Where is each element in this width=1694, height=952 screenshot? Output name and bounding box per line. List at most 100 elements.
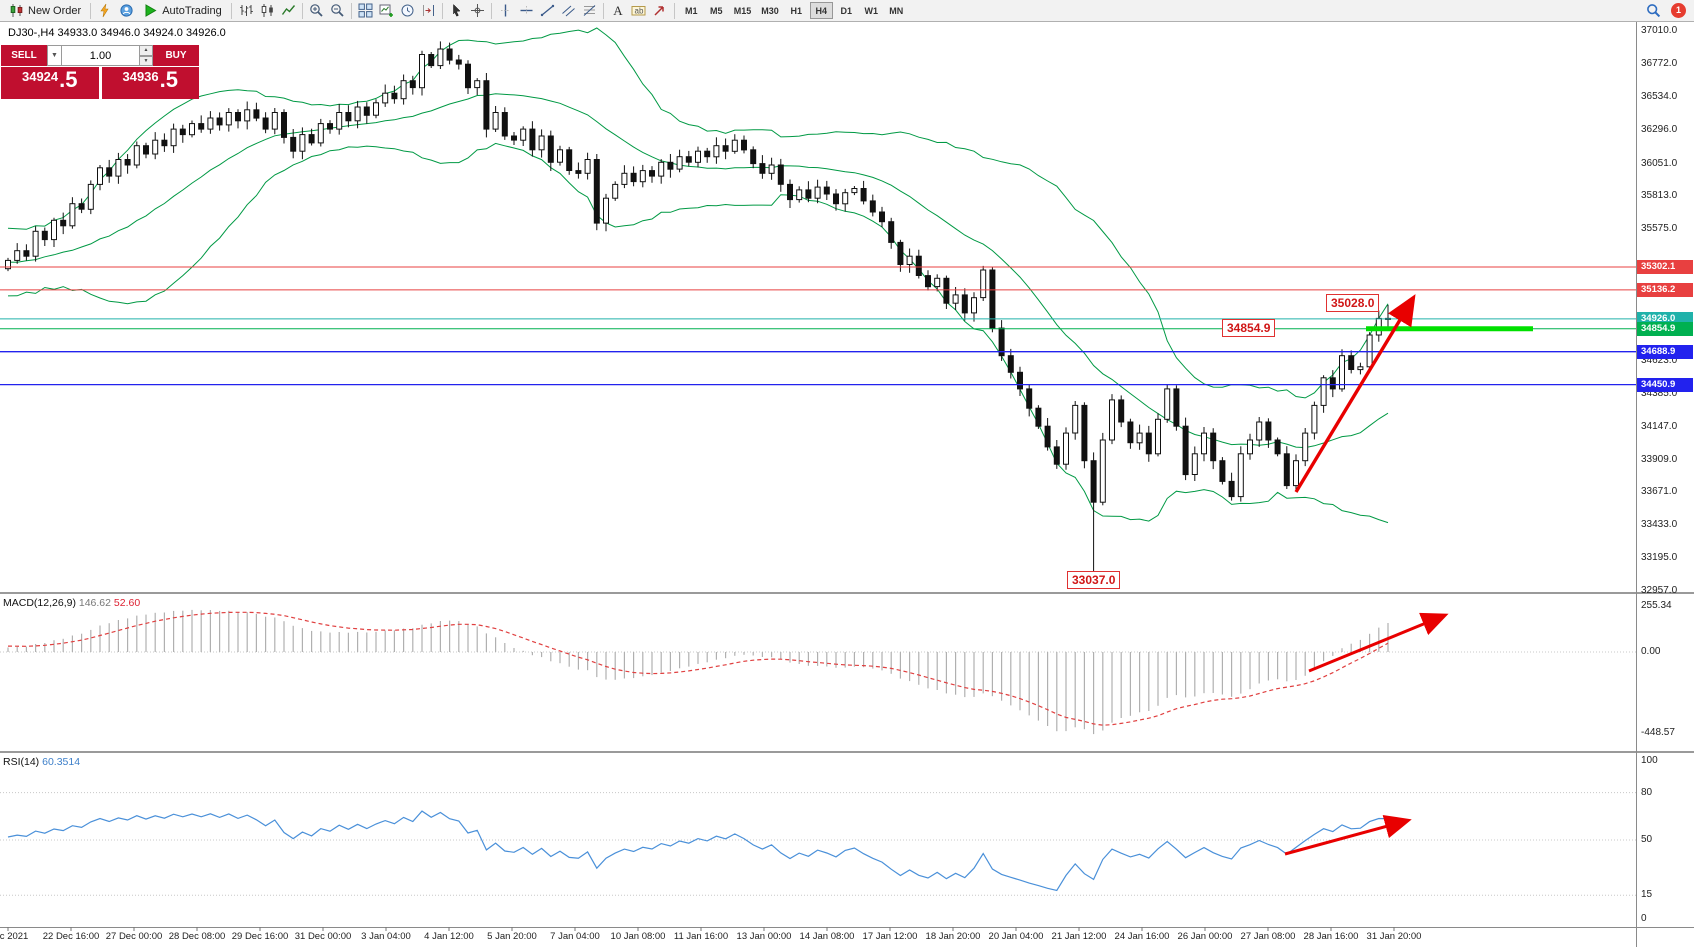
autotrading-label: AutoTrading (162, 4, 222, 17)
profiles-button[interactable] (116, 1, 137, 21)
macd-name: MACD(12,26,9) (3, 597, 76, 609)
new-order-button[interactable]: New Order (4, 1, 86, 21)
macd-indicator-label: MACD(12,26,9) 146.62 52.60 (3, 597, 140, 609)
trend-arrow[interactable] (1294, 294, 1416, 493)
bar-chart-button[interactable] (236, 1, 257, 21)
toolbar-separator (90, 2, 92, 19)
timeframe-H4-button[interactable]: H4 (809, 2, 833, 19)
arrow-shapes-icon (652, 3, 667, 18)
text-label-icon: ab (631, 3, 646, 18)
profiles-icon (119, 3, 134, 18)
lightning-button[interactable] (95, 1, 116, 21)
auto-scroll-button[interactable] (397, 1, 418, 21)
new-chart-icon (379, 3, 394, 18)
candle-chart-icon (260, 3, 275, 18)
line-chart-button[interactable] (278, 1, 299, 21)
zoom-out-icon (330, 3, 345, 18)
cursor-icon (449, 3, 464, 18)
chart-shift-button[interactable] (418, 1, 439, 21)
rsi-line (7, 810, 1389, 892)
rsi-indicator-label: RSI(14) 60.3514 (3, 756, 80, 768)
timeframe-W1-button[interactable]: W1 (860, 2, 883, 19)
macd-signal-line (7, 611, 1389, 726)
candles (5, 41, 1391, 580)
macd-histogram (7, 609, 1389, 735)
timeframe-M30-button[interactable]: M30 (757, 2, 783, 19)
fibonacci-button[interactable] (579, 1, 600, 21)
autotrading-play-icon (143, 3, 158, 18)
svg-text:ab: ab (634, 7, 643, 16)
sell-price-panel[interactable]: 34924 .5 (1, 67, 99, 99)
horizontal-line-button[interactable] (516, 1, 537, 21)
macd-main-value: 146.62 (78, 597, 111, 609)
new-order-icon (9, 3, 24, 18)
timeframe-D1-button[interactable]: D1 (835, 2, 858, 19)
panel-divider[interactable] (0, 751, 1694, 753)
zoom-in-button[interactable] (306, 1, 327, 21)
candle-chart-button[interactable] (257, 1, 278, 21)
horizontal-line-icon (519, 3, 534, 18)
bar-chart-icon (239, 3, 254, 18)
equidistant-channel-button[interactable] (558, 1, 579, 21)
trend-line-button[interactable] (537, 1, 558, 21)
horizontal-level-lines[interactable] (0, 266, 1636, 386)
rsi-value: 60.3514 (42, 756, 81, 768)
new-chart-button[interactable] (376, 1, 397, 21)
buy-price-main: 34936 (122, 69, 159, 84)
buy-button[interactable]: BUY (153, 45, 199, 66)
price-callout[interactable]: 34854.9 (1222, 319, 1276, 337)
price-callout[interactable]: 35028.0 (1326, 294, 1380, 312)
macd-signal-value: 52.60 (113, 597, 141, 609)
search-button[interactable] (1643, 1, 1664, 21)
buy-price-panel[interactable]: 34936 .5 (101, 67, 199, 99)
price-callout[interactable]: 33037.0 (1067, 571, 1121, 589)
auto-scroll-icon (400, 3, 415, 18)
line-chart-icon (281, 3, 296, 18)
vertical-line-icon (498, 3, 513, 18)
timeframe-H1-button[interactable]: H1 (785, 2, 808, 19)
volume-increase-button[interactable]: ▲ (140, 45, 153, 56)
lightning-icon (98, 3, 113, 18)
zoom-in-icon (309, 3, 324, 18)
search-icon (1646, 3, 1661, 18)
svg-text:A: A (613, 3, 623, 18)
text-button[interactable]: A (607, 1, 628, 21)
zoom-out-button[interactable] (327, 1, 348, 21)
toolbar-separator (230, 2, 232, 19)
timeframe-M15-button[interactable]: M15 (730, 2, 756, 19)
tile-windows-icon (358, 3, 373, 18)
vertical-line-button[interactable] (495, 1, 516, 21)
arrow-shapes-button[interactable] (649, 1, 670, 21)
timeframe-MN-button[interactable]: MN (885, 2, 908, 19)
volume-input[interactable] (62, 45, 140, 66)
tile-windows-button[interactable] (355, 1, 376, 21)
trend-arrow[interactable] (1284, 814, 1412, 856)
text-label-button[interactable]: ab (628, 1, 649, 21)
trend-arrow[interactable] (1308, 612, 1449, 673)
timeframe-M1-button[interactable]: M1 (680, 2, 703, 19)
toolbar-separator (301, 2, 303, 19)
panel-divider[interactable] (0, 592, 1694, 594)
volume-dropdown-button[interactable]: ▼ (47, 45, 62, 66)
one-click-trading-widget: SELL ▼ ▲ ▼ BUY 34924 .5 34936 .5 (1, 45, 199, 99)
volume-decrease-button[interactable]: ▼ (140, 55, 153, 66)
text-icon: A (610, 3, 625, 18)
crosshair-button[interactable] (467, 1, 488, 21)
bollinger-bands (7, 27, 1389, 524)
cursor-button[interactable] (446, 1, 467, 21)
toolbar-separator (441, 2, 443, 19)
sell-button[interactable]: SELL (1, 45, 47, 66)
trend-line-icon (540, 3, 555, 18)
notification-badge[interactable]: 1 (1671, 3, 1686, 18)
rsi-name: RSI(14) (3, 756, 40, 768)
timeframe-M5-button[interactable]: M5 (705, 2, 728, 19)
sell-price-main: 34924 (21, 69, 59, 84)
autotrading-button[interactable]: AutoTrading (138, 1, 227, 21)
sell-price-fraction: .5 (59, 67, 78, 92)
toolbar-separator (602, 2, 604, 19)
buy-price-fraction: .5 (159, 67, 178, 92)
chart-ohlc-info: DJ30-,H4 34933.0 34946.0 34924.0 34926.0 (8, 27, 226, 39)
